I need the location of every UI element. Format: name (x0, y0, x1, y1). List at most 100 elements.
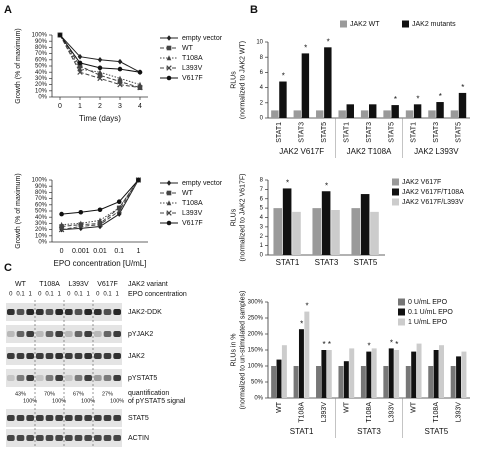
y-tick-label: 0% (254, 396, 263, 402)
group-label: JAK2 L393V (414, 147, 459, 156)
y-tick-label: 6 (260, 196, 264, 202)
dose-label: 0 (9, 292, 13, 298)
significance: * (286, 179, 289, 188)
x-tick-label: L393V (456, 402, 463, 423)
legend-swatch (398, 318, 405, 326)
marker (97, 65, 103, 71)
dose-label: 0.1 (74, 292, 83, 298)
row-label: pYJAK2 (128, 331, 153, 338)
bar (383, 110, 391, 118)
bar (369, 104, 377, 118)
blot-band (84, 375, 92, 381)
bar (405, 110, 414, 118)
quantification-label: quantification (128, 390, 169, 397)
row-label: JAK2-DDK (128, 309, 162, 316)
bar (411, 351, 417, 398)
x-tick-label: 0.001 (72, 248, 90, 255)
bar (321, 191, 331, 255)
blot-band (113, 353, 121, 359)
y-tick-label: 100% (32, 33, 48, 39)
dose-label: 0.1 (45, 292, 54, 298)
x-tick-label: STAT1 (276, 258, 300, 267)
significance: * (300, 319, 303, 328)
panel-label: C (4, 262, 12, 274)
x-tick-label: 1 (136, 248, 140, 255)
blot-band (7, 375, 15, 381)
bar (360, 110, 369, 118)
y-tick-label: 60% (35, 202, 48, 208)
blot-band (45, 375, 54, 381)
blot-band (94, 435, 102, 441)
marker (77, 69, 83, 75)
blot-band (45, 309, 54, 315)
blot-band (113, 309, 121, 315)
marker (117, 81, 123, 88)
y-tick-label: 5 (260, 206, 264, 212)
legend-label: JAK2 V617F/T108A (402, 189, 464, 196)
bar (456, 356, 462, 398)
row-label: pYSTAT5 (128, 375, 157, 382)
y-tick-label: 30% (35, 221, 48, 227)
x-tick-label: STAT1 (343, 122, 350, 143)
bar (271, 110, 279, 118)
panel-label: B (250, 4, 258, 16)
bar (433, 350, 439, 398)
bar (276, 359, 282, 398)
bar (450, 366, 456, 398)
blot-band (65, 435, 73, 441)
blot-band (103, 415, 112, 421)
bar (436, 102, 444, 118)
blot-band (94, 309, 102, 315)
row-label: STAT5 (128, 415, 149, 422)
y-axis-label: (normalized to JAK2 V617F) (239, 174, 246, 262)
x-tick-label: STAT1 (276, 122, 283, 143)
bar (388, 348, 394, 398)
bar (370, 211, 379, 255)
quantification-value: 100% (110, 398, 124, 404)
blot-band (94, 331, 102, 337)
y-tick-label: 20% (35, 227, 48, 233)
blot-band (84, 415, 92, 421)
dose-label: 1 (57, 292, 61, 298)
significance: * (439, 92, 442, 101)
blot-band (74, 309, 83, 315)
marker (97, 73, 103, 78)
blot-band (103, 435, 112, 441)
y-tick-label: 60% (35, 57, 48, 63)
y-tick-label: 100% (248, 364, 264, 370)
series-line (59, 34, 141, 89)
y-tick-label: 10% (35, 233, 48, 239)
blot-band (26, 435, 34, 441)
blot-band (94, 375, 102, 381)
y-tick-label: 6 (260, 70, 264, 76)
legend-swatch (392, 188, 399, 196)
bar (366, 351, 372, 398)
marker (97, 69, 103, 75)
marker (136, 177, 141, 183)
marker (97, 57, 103, 63)
marker (137, 84, 143, 91)
marker (77, 53, 83, 60)
legend-swatch (392, 178, 399, 186)
marker (166, 210, 172, 216)
y-tick-label: 3 (260, 224, 264, 230)
blot-band (36, 353, 44, 359)
bar (279, 81, 287, 118)
marker (78, 209, 84, 215)
blot-band (65, 353, 73, 359)
group-label: JAK2 V617F (279, 147, 324, 156)
y-axis-label: RLUs (230, 71, 237, 89)
legend-label: JAK2 V617F (402, 179, 441, 186)
blot-band (16, 435, 25, 441)
y-tick-label: 200% (248, 332, 264, 338)
marker (166, 180, 172, 186)
quantification-value: 100% (23, 398, 37, 404)
marker (97, 217, 103, 223)
bar (394, 350, 400, 398)
legend-label: L393V (182, 65, 203, 72)
marker (117, 75, 123, 81)
bar (351, 208, 361, 255)
x-tick-label: STAT5 (456, 122, 463, 143)
y-axis-label: RLUs in % (230, 333, 237, 366)
legend-label: T108A (182, 55, 203, 62)
